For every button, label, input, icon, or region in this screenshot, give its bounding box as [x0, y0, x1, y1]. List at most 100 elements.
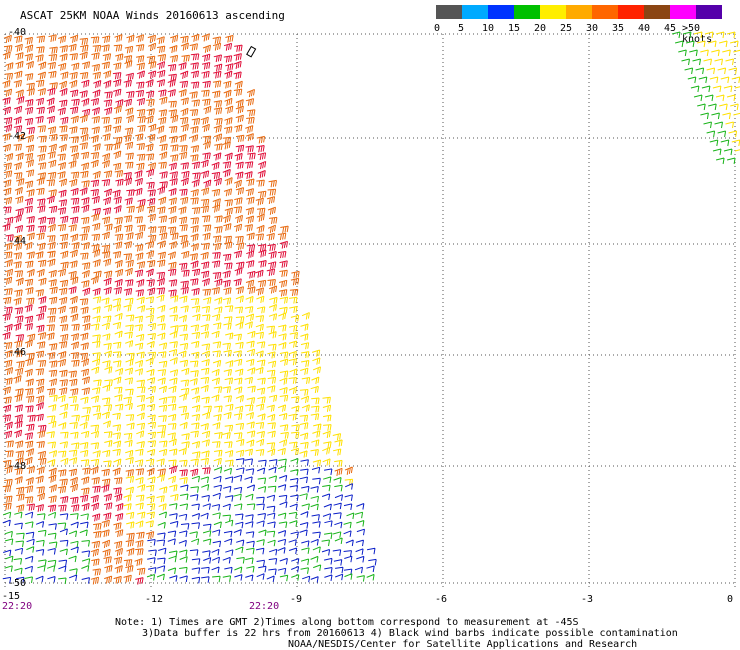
wind-barb — [25, 159, 34, 168]
legend-swatch — [488, 5, 514, 19]
wind-barb — [24, 241, 33, 250]
wind-barb — [334, 537, 343, 544]
wind-barb — [179, 556, 188, 563]
wind-barb — [157, 251, 166, 260]
wind-barb — [223, 287, 232, 295]
wind-barb — [25, 60, 34, 70]
wind-barb — [277, 232, 287, 241]
wind-barb — [112, 297, 122, 305]
wind-barb — [321, 549, 331, 556]
wind-barb — [190, 260, 199, 269]
wind-barb — [233, 493, 242, 501]
wind-barb — [147, 189, 156, 197]
wind-barb — [725, 121, 734, 129]
wind-barb — [225, 34, 234, 43]
wind-barb — [190, 70, 200, 79]
wind-barb — [178, 206, 187, 215]
wind-barb — [16, 133, 25, 142]
wind-barb — [180, 162, 189, 170]
wind-barb — [70, 431, 79, 439]
wind-barb — [268, 285, 278, 294]
wind-barb — [343, 503, 353, 510]
wind-barb — [35, 97, 45, 106]
wind-barb — [70, 313, 79, 322]
wind-barb — [114, 565, 123, 574]
wind-barb — [191, 33, 200, 42]
wind-barb — [101, 484, 110, 493]
wind-barb — [257, 377, 266, 385]
wind-barb — [46, 324, 55, 332]
wind-barb — [101, 397, 111, 405]
wind-barb — [125, 511, 135, 519]
legend-swatch — [566, 5, 592, 19]
wind-barb — [48, 34, 57, 42]
wind-barb — [57, 358, 67, 367]
wind-barb — [179, 262, 188, 270]
wind-barb — [267, 243, 276, 252]
lon-label: -12 — [145, 594, 164, 605]
wind-barb — [35, 504, 44, 512]
wind-barb — [68, 449, 78, 457]
wind-barb — [92, 222, 101, 231]
wind-barb — [678, 49, 687, 57]
wind-barb — [146, 503, 156, 511]
wind-barb — [234, 44, 243, 52]
wind-barb — [722, 49, 731, 57]
wind-barb — [268, 466, 277, 474]
wind-barb — [14, 186, 23, 196]
wind-barb — [156, 45, 166, 54]
wind-barb — [158, 385, 167, 393]
wind-barb — [146, 260, 156, 268]
wind-barb — [310, 449, 319, 456]
wind-barb — [59, 496, 69, 504]
lon-label: -15 — [2, 591, 21, 602]
wind-barb — [91, 233, 101, 241]
wind-barb — [37, 205, 46, 213]
wind-barb — [158, 89, 167, 97]
wind-barb — [90, 159, 99, 168]
wind-barb — [136, 81, 145, 89]
wind-barb — [255, 547, 265, 555]
wind-barb — [15, 540, 24, 548]
wind-barb — [103, 170, 113, 178]
wind-barb — [38, 296, 47, 305]
wind-barb — [234, 197, 243, 205]
wind-barb — [203, 523, 212, 531]
wind-barb — [47, 459, 56, 467]
wind-barb — [137, 224, 146, 232]
wind-barb — [288, 386, 297, 395]
wind-barb — [82, 467, 91, 475]
wind-barb — [213, 466, 223, 474]
wind-barb — [726, 31, 736, 39]
wind-barb — [723, 148, 733, 156]
wind-barb — [104, 366, 113, 374]
wind-barb — [81, 61, 91, 70]
wind-barb — [81, 79, 90, 88]
wind-barb — [70, 540, 79, 548]
wind-barb — [213, 414, 222, 422]
wind-barb — [247, 286, 256, 295]
wind-barb — [169, 331, 178, 339]
wind-barb — [157, 61, 166, 70]
wind-barb — [125, 486, 134, 494]
wind-barb — [720, 139, 730, 147]
wind-barb — [156, 287, 166, 295]
wind-barb — [101, 251, 111, 259]
wind-barb — [48, 279, 57, 287]
wind-barb — [158, 134, 167, 144]
wind-barb — [35, 402, 44, 411]
wind-barb — [147, 421, 157, 429]
wind-barb — [168, 162, 177, 171]
wind-barb — [13, 125, 23, 133]
wind-barb — [244, 458, 253, 465]
wind-barb — [169, 135, 178, 144]
wind-barb — [213, 100, 223, 108]
wind-barb — [180, 123, 189, 132]
wind-barb — [201, 305, 211, 313]
wind-barb — [114, 477, 123, 485]
wind-barb — [37, 360, 47, 368]
wind-barb — [247, 270, 256, 279]
wind-barb — [37, 172, 47, 180]
wind-barb — [723, 85, 733, 93]
wind-barb — [59, 333, 69, 342]
